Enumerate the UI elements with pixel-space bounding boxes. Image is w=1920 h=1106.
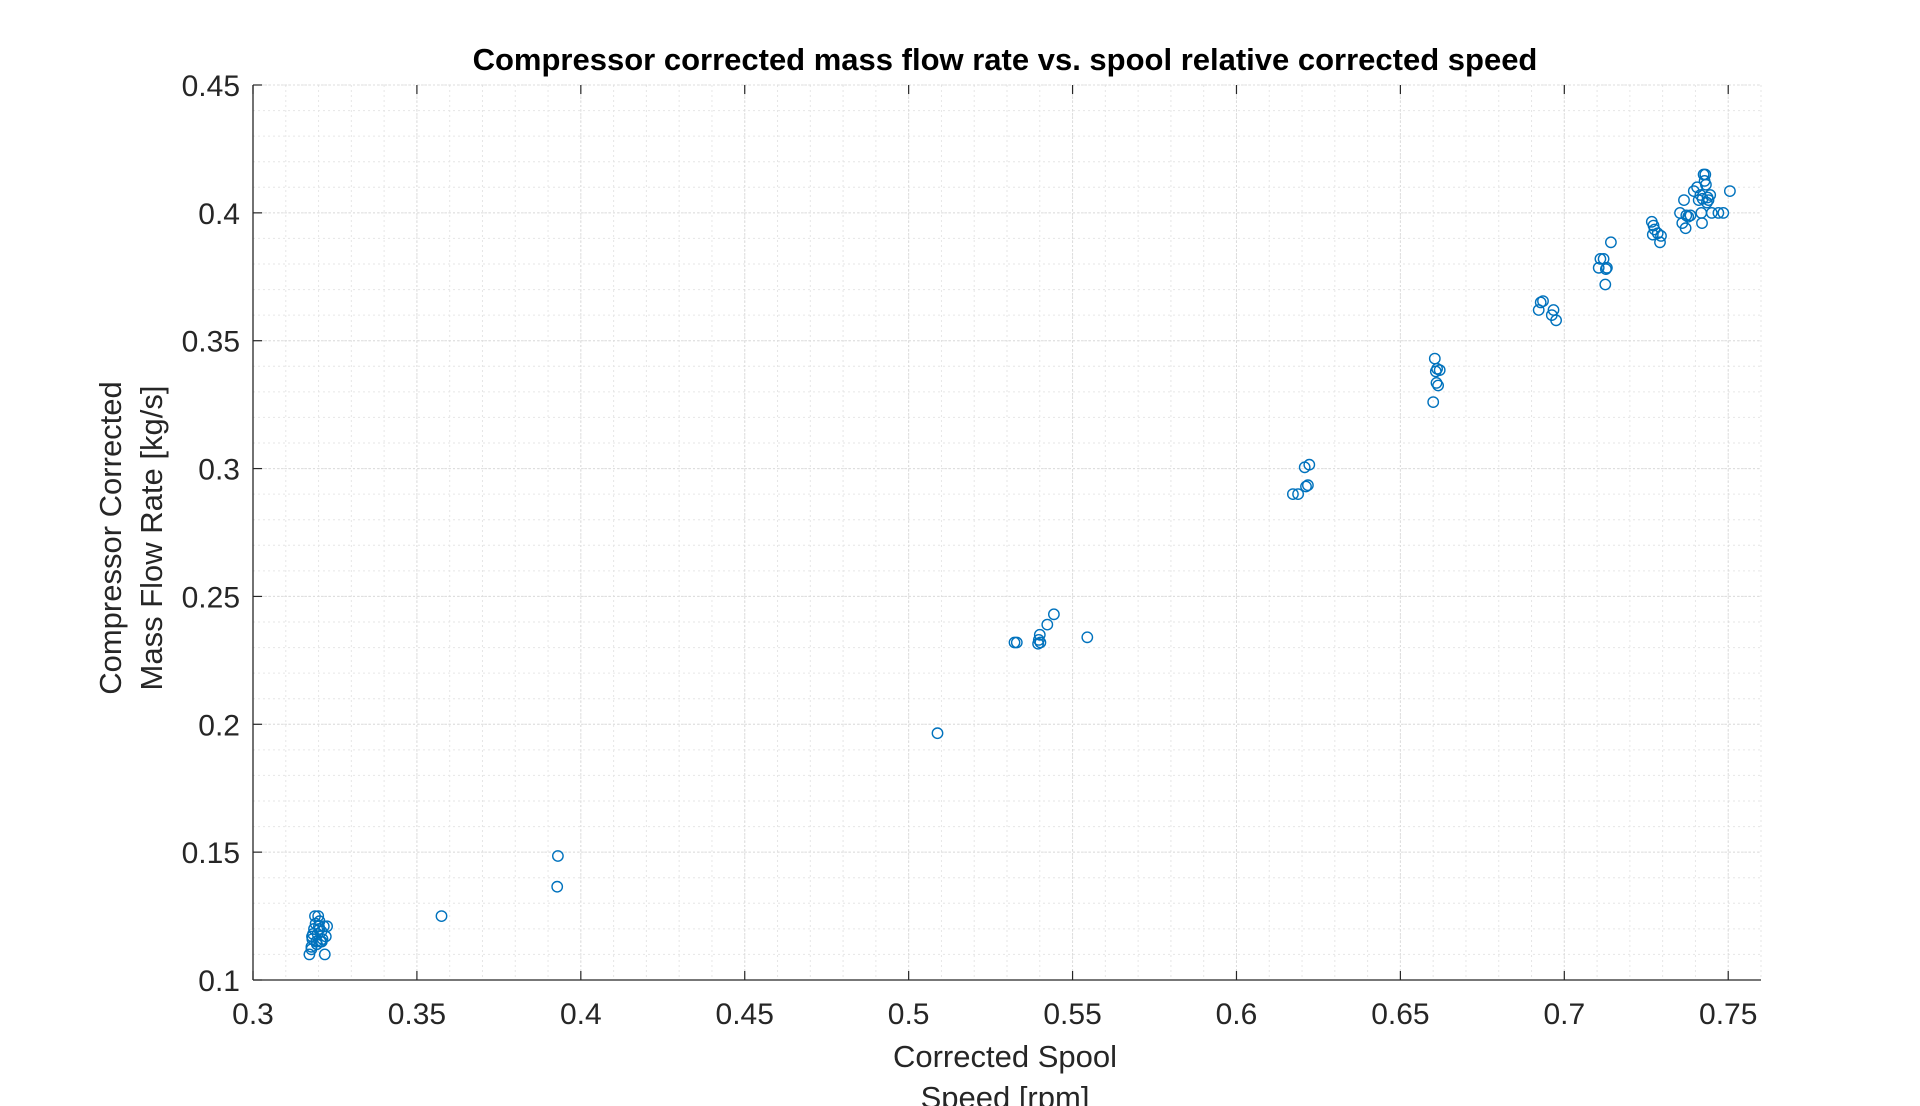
data-point bbox=[931, 727, 944, 740]
data-point bbox=[1537, 295, 1549, 307]
x-tick-label: 0.45 bbox=[716, 998, 774, 1031]
data-point bbox=[1691, 181, 1704, 194]
data-point bbox=[303, 948, 316, 961]
x-tick-label: 0.75 bbox=[1699, 998, 1757, 1031]
x-axis-label-line2: Speed [rpm] bbox=[921, 1080, 1090, 1106]
x-tick-label: 0.5 bbox=[888, 998, 930, 1031]
data-point bbox=[1048, 608, 1060, 621]
data-point bbox=[435, 910, 448, 922]
x-axis-label-line1: Corrected Spool bbox=[893, 1039, 1117, 1074]
data-point bbox=[1287, 488, 1299, 500]
data-point bbox=[552, 850, 564, 862]
x-tick-label: 0.55 bbox=[1043, 998, 1101, 1031]
data-point bbox=[1687, 185, 1700, 198]
data-point bbox=[1684, 209, 1697, 222]
data-point bbox=[1300, 480, 1312, 493]
x-tick-label: 0.4 bbox=[560, 998, 602, 1031]
y-tick-label: 0.3 bbox=[198, 454, 240, 487]
data-point bbox=[1702, 194, 1715, 207]
x-tick-label: 0.65 bbox=[1371, 998, 1429, 1031]
y-tick-label: 0.2 bbox=[198, 709, 240, 742]
data-point bbox=[1433, 364, 1446, 376]
data-point bbox=[305, 943, 318, 956]
data-point bbox=[315, 935, 328, 948]
data-point bbox=[1599, 278, 1612, 291]
x-tick-label: 0.3 bbox=[232, 998, 274, 1031]
data-point bbox=[1592, 261, 1605, 274]
tick-labels: 0.3 0.35 0.4 0.45 0.5 0.55 0.6 0.65 0.7 0.750.10.… bbox=[182, 70, 1758, 1031]
x-tick-label: 0.35 bbox=[388, 998, 446, 1031]
data-point bbox=[551, 880, 564, 893]
data-point bbox=[1678, 194, 1690, 207]
data-point bbox=[321, 920, 333, 933]
data-point bbox=[1430, 376, 1443, 389]
y-tick-label: 0.35 bbox=[182, 326, 240, 359]
data-point bbox=[1432, 379, 1445, 392]
data-point bbox=[1655, 229, 1667, 242]
y-axis-label-line1: Compressor Corrected bbox=[93, 381, 128, 695]
y-tick-label: 0.45 bbox=[182, 70, 240, 103]
data-point bbox=[1646, 228, 1659, 241]
data-point bbox=[1292, 488, 1305, 500]
data-point bbox=[1654, 236, 1666, 249]
data-point bbox=[1700, 178, 1712, 191]
data-point bbox=[1010, 636, 1023, 649]
data-point bbox=[1701, 196, 1713, 209]
data-point bbox=[1601, 261, 1613, 274]
data-point bbox=[1605, 236, 1617, 249]
data-point bbox=[1679, 222, 1692, 235]
data-point bbox=[1680, 209, 1693, 222]
scatter-points bbox=[303, 168, 1736, 961]
data-point bbox=[1032, 634, 1045, 646]
data-point bbox=[1705, 206, 1718, 219]
data-point bbox=[1600, 263, 1612, 275]
chart-title: Compressor corrected mass flow rate vs. … bbox=[473, 42, 1538, 77]
data-point bbox=[318, 948, 331, 961]
x-tick-label: 0.6 bbox=[1216, 998, 1258, 1031]
data-point bbox=[1034, 636, 1047, 649]
data-point bbox=[1302, 479, 1314, 492]
x-tick-label: 0.7 bbox=[1543, 998, 1585, 1031]
data-point bbox=[1081, 631, 1094, 644]
y-tick-label: 0.15 bbox=[182, 837, 240, 870]
data-point bbox=[1651, 227, 1664, 240]
data-point bbox=[1712, 206, 1725, 219]
y-tick-label: 0.1 bbox=[198, 965, 240, 998]
data-point bbox=[1303, 458, 1316, 471]
data-point bbox=[1724, 185, 1736, 198]
data-point bbox=[1427, 396, 1440, 408]
data-point bbox=[1550, 314, 1563, 327]
axes bbox=[252, 84, 1761, 981]
data-point bbox=[1033, 628, 1046, 641]
y-tick-label: 0.4 bbox=[198, 198, 240, 231]
data-point bbox=[313, 923, 326, 935]
data-point bbox=[1717, 206, 1730, 219]
data-point bbox=[1704, 189, 1717, 201]
y-axis-label-line2: Mass Flow Rate [kg/s] bbox=[134, 386, 169, 691]
data-point bbox=[1594, 252, 1607, 265]
data-point bbox=[1696, 217, 1708, 230]
data-point bbox=[1648, 223, 1661, 236]
y-tick-label: 0.25 bbox=[182, 581, 240, 614]
data-point bbox=[1041, 618, 1054, 631]
